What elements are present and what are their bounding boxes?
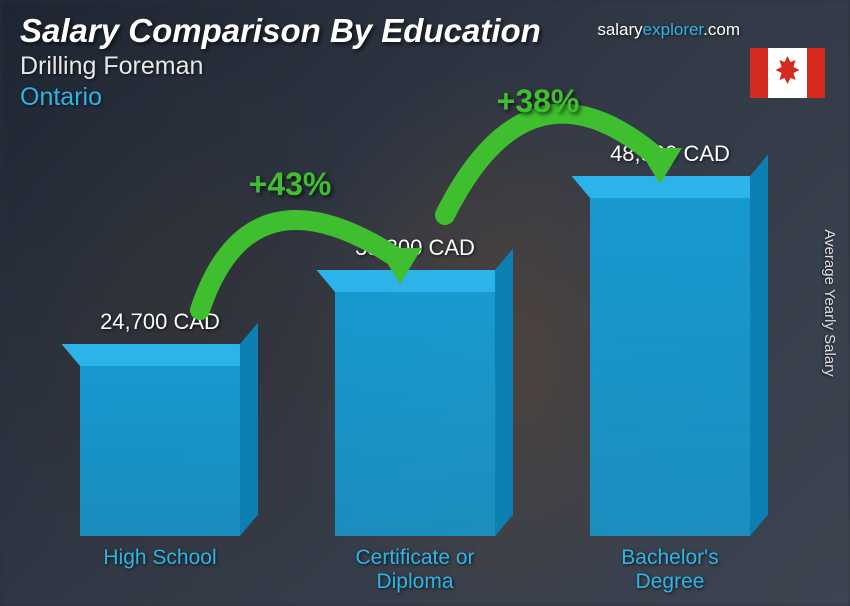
bar-top-face [62, 344, 258, 366]
bar-group: 35,300 CADCertificate orDiploma [335, 290, 495, 536]
bar-side-face [750, 155, 768, 536]
bar-value: 48,800 CAD [610, 141, 730, 167]
bar-value: 24,700 CAD [100, 309, 220, 335]
attribution: salaryexplorer.com [597, 20, 740, 40]
attr-suffix: .com [703, 20, 740, 39]
canada-flag-icon [750, 48, 825, 98]
bar-side-face [240, 322, 258, 536]
bar [590, 196, 750, 536]
bar [80, 364, 240, 536]
y-axis-label: Average Yearly Salary [821, 229, 838, 376]
chart-area: 24,700 CADHigh School 35,300 CADCertifica… [60, 140, 760, 536]
bar-label: High School [103, 546, 216, 570]
bar-label: Certificate orDiploma [355, 546, 474, 594]
bar-top-face [317, 270, 513, 292]
bar-value: 35,300 CAD [355, 235, 475, 261]
bar-label: Bachelor'sDegree [621, 546, 718, 594]
chart-region: Ontario [20, 83, 730, 112]
bar-top-face [572, 176, 768, 198]
chart-subtitle: Drilling Foreman [20, 52, 730, 81]
bar-group: 48,800 CADBachelor'sDegree [590, 196, 750, 536]
attr-prefix: salary [597, 20, 642, 39]
bar [335, 290, 495, 536]
bar-side-face [495, 249, 513, 536]
bar-group: 24,700 CADHigh School [80, 364, 240, 536]
attr-domain: explorer [643, 20, 703, 39]
